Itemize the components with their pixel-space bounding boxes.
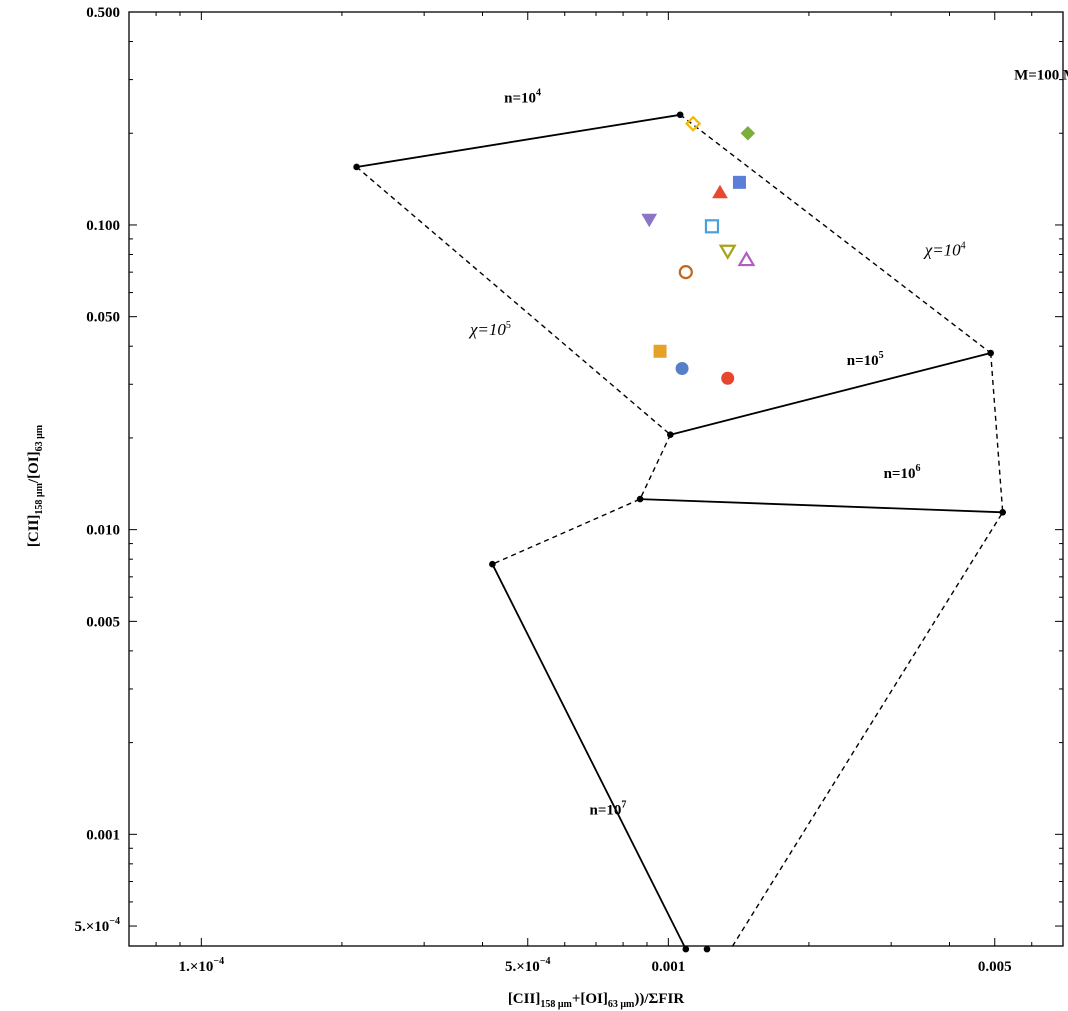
y-tick-label: 0.005 [86,614,120,630]
data-point-triangle-down [718,244,737,260]
grid-line-dashed [679,114,992,354]
grid-vertex [676,111,684,119]
grid-vertex [987,349,994,357]
y-axis-title-part: [CII] [26,515,42,548]
grid-vertex [489,560,496,568]
y-tick-label: 0.001 [86,827,120,843]
x-tick-label: 0.001 [651,959,685,975]
data-point-square [704,219,720,234]
y-tick-label: 5.×10−4 [74,916,120,935]
data-point-square [653,344,667,358]
grid-vertex [667,431,674,438]
region-label: n=104 [504,87,541,106]
y-axis-title-part: /[OI] [26,451,42,484]
region-label: χ=104 [923,241,966,260]
x-axis-title: [CII]158 μm+[OI]63 μm))/ΣFIR [508,991,685,1010]
model-grid-vertices [353,111,1007,953]
data-markers [641,115,756,385]
grid-line-solid [640,498,1003,514]
region-label: n=105 [847,350,884,369]
region-label: n=107 [590,800,627,819]
data-point-circle [721,371,735,385]
x-tick-label: 1.×10−4 [179,956,225,975]
region-label: n=106 [884,463,921,482]
grid-line-solid [491,563,687,950]
grid-vertex [682,945,690,953]
data-point-diamond [740,126,756,141]
grid-line-solid [670,352,991,436]
x-axis-title-sub: 158 μm [540,999,572,1010]
y-axis-title: [CII]158 μm/[OI]63 μm [26,424,45,547]
chart-annotations: n=104 χ=104 χ=105 n=105 n=106 n=107 M=100 M⊙ [468,68,1068,819]
y-tick-label: 0.500 [86,5,120,21]
grid-line-dashed [730,352,1004,950]
x-axis-title-part: ))/ΣFIR [634,991,684,1007]
x-axis-title-part: [CII] [508,991,541,1007]
data-point-square [732,175,746,189]
y-axis-title-sub: 158 μm [34,482,45,514]
axis-ticks [128,11,1064,946]
grid-vertex [703,945,711,953]
data-point-triangle-up [712,184,728,199]
x-tick-label: 0.005 [978,959,1012,975]
data-point-circle [675,361,689,375]
grid-vertex [999,509,1007,516]
region-label: M=100 M⊙ [1014,68,1068,88]
x-axis-title-sub: 63 μm [608,999,635,1010]
data-point-circle [678,265,693,280]
y-tick-label: 0.010 [86,523,120,539]
data-point-triangle-up [737,250,756,267]
grid-vertex [353,163,360,171]
grid-line-dashed [356,166,671,436]
model-grid-lines [356,113,1004,950]
y-axis-title-sub: 63 μm [34,424,45,451]
data-point-triangle-down [641,213,658,228]
grid-vertex [636,495,644,503]
y-tick-label: 0.100 [86,218,120,234]
axis-tick-labels: 1.×10−4 5.×10−4 0.001 0.005 0.500 0.100 0.050 0… [74,5,1011,975]
data-point-diamond [685,115,702,132]
y-tick-label: 0.050 [86,310,120,326]
x-tick-label: 5.×10−4 [505,956,551,975]
x-axis-title-part: +[OI] [572,991,608,1007]
region-label: χ=105 [468,320,511,339]
grid-line-solid [356,113,681,168]
